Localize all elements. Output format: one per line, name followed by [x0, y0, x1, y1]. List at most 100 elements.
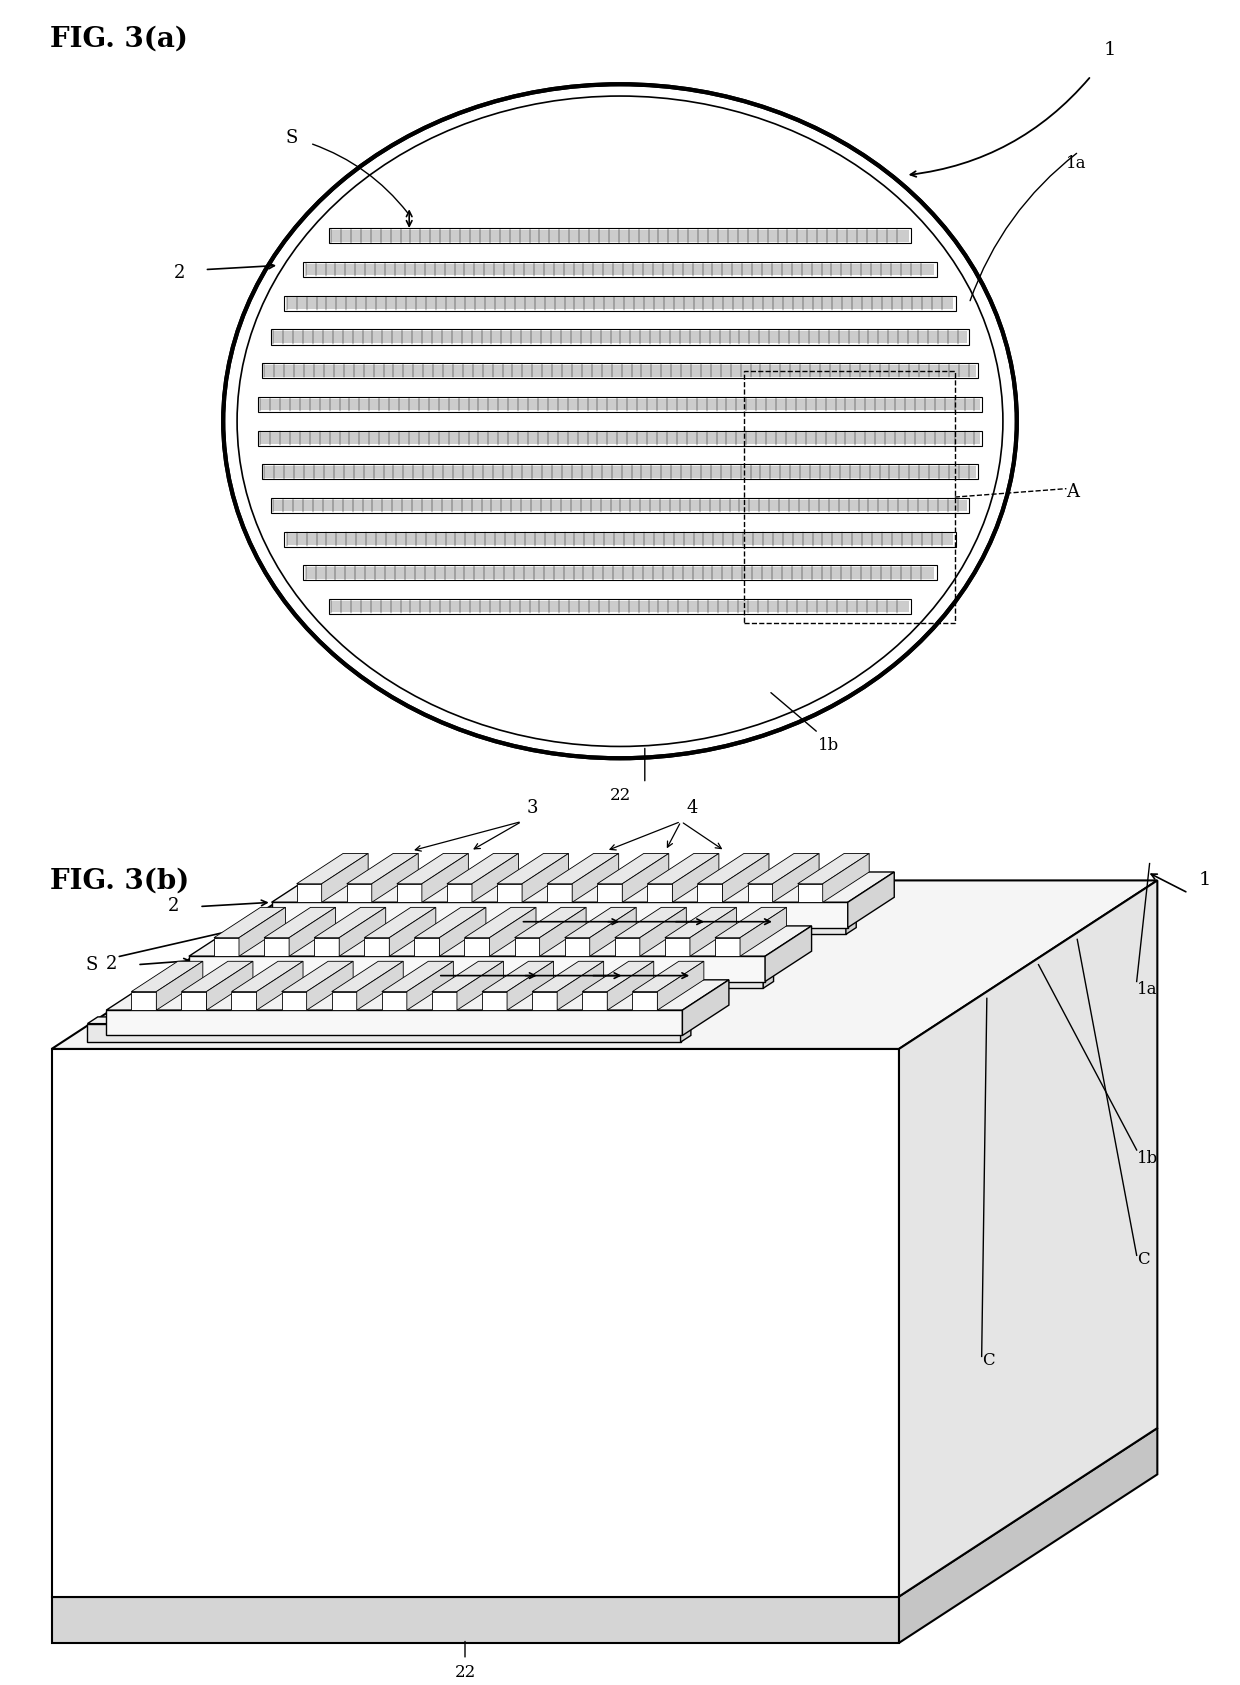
Bar	[329, 600, 911, 615]
Polygon shape	[281, 991, 306, 1011]
Bar	[306, 566, 934, 578]
Bar	[258, 431, 982, 447]
Polygon shape	[365, 907, 435, 937]
Polygon shape	[665, 907, 737, 937]
Polygon shape	[797, 853, 869, 883]
Polygon shape	[547, 853, 619, 883]
Polygon shape	[372, 853, 418, 903]
Polygon shape	[846, 910, 856, 933]
Text: 30: 30	[645, 907, 665, 922]
Polygon shape	[715, 937, 740, 957]
Bar	[264, 366, 976, 377]
Bar	[260, 399, 980, 411]
Text: 1b: 1b	[818, 736, 839, 753]
Polygon shape	[382, 991, 407, 1011]
Text: C: C	[982, 1351, 994, 1368]
Polygon shape	[232, 960, 303, 991]
Bar	[270, 499, 970, 512]
Polygon shape	[458, 960, 503, 1011]
Polygon shape	[564, 937, 590, 957]
Polygon shape	[382, 960, 454, 991]
Polygon shape	[347, 883, 372, 903]
Polygon shape	[446, 853, 518, 883]
Polygon shape	[515, 937, 539, 957]
Polygon shape	[472, 853, 518, 903]
Polygon shape	[490, 907, 536, 957]
Polygon shape	[522, 853, 569, 903]
Polygon shape	[253, 917, 846, 933]
Text: 3: 3	[527, 799, 538, 817]
Text: FIG. 3(b): FIG. 3(b)	[50, 868, 188, 895]
Bar	[258, 398, 982, 413]
Bar	[264, 465, 976, 479]
Bar	[329, 229, 911, 244]
Polygon shape	[107, 979, 729, 1011]
Polygon shape	[188, 957, 765, 981]
Polygon shape	[647, 883, 672, 903]
Polygon shape	[665, 937, 689, 957]
Polygon shape	[188, 927, 811, 957]
Polygon shape	[515, 907, 587, 937]
Bar	[270, 330, 970, 345]
Text: 22: 22	[609, 787, 631, 804]
Bar	[262, 463, 978, 479]
Polygon shape	[482, 991, 507, 1011]
Polygon shape	[532, 991, 557, 1011]
Polygon shape	[507, 960, 553, 1011]
Polygon shape	[314, 907, 386, 937]
Polygon shape	[765, 927, 811, 981]
Polygon shape	[389, 907, 435, 957]
Polygon shape	[272, 903, 848, 927]
Polygon shape	[314, 937, 340, 957]
Polygon shape	[763, 964, 774, 987]
Polygon shape	[397, 853, 469, 883]
Polygon shape	[397, 883, 422, 903]
Polygon shape	[87, 1018, 691, 1024]
Polygon shape	[497, 883, 522, 903]
Bar	[304, 263, 936, 278]
Bar	[286, 297, 954, 310]
Polygon shape	[532, 960, 604, 991]
Text: 1a: 1a	[1066, 155, 1087, 172]
Text: C: C	[1137, 1250, 1149, 1267]
Polygon shape	[215, 937, 239, 957]
Polygon shape	[583, 991, 608, 1011]
Polygon shape	[296, 853, 368, 883]
Polygon shape	[647, 853, 719, 883]
Polygon shape	[232, 991, 257, 1011]
Polygon shape	[181, 960, 253, 991]
Bar	[262, 364, 978, 379]
Polygon shape	[622, 853, 668, 903]
Polygon shape	[272, 873, 894, 903]
Bar	[273, 330, 967, 344]
Polygon shape	[365, 937, 389, 957]
Polygon shape	[682, 979, 729, 1035]
Polygon shape	[52, 1048, 899, 1597]
Polygon shape	[107, 1011, 682, 1035]
Text: 8: 8	[672, 942, 683, 959]
Polygon shape	[414, 907, 486, 937]
Polygon shape	[422, 853, 469, 903]
Polygon shape	[689, 907, 737, 957]
Polygon shape	[170, 971, 763, 987]
Polygon shape	[740, 907, 786, 957]
Bar	[260, 433, 980, 445]
Polygon shape	[52, 880, 1157, 1048]
Polygon shape	[557, 960, 604, 1011]
Polygon shape	[414, 937, 439, 957]
Polygon shape	[206, 960, 253, 1011]
Bar	[284, 297, 956, 310]
Polygon shape	[357, 960, 403, 1011]
Polygon shape	[748, 883, 773, 903]
Bar	[286, 532, 954, 546]
Ellipse shape	[223, 84, 1017, 758]
Polygon shape	[547, 883, 572, 903]
Polygon shape	[657, 960, 704, 1011]
Text: 2: 2	[169, 896, 180, 915]
Polygon shape	[697, 883, 723, 903]
Polygon shape	[715, 907, 786, 937]
Text: 4: 4	[686, 799, 698, 817]
Polygon shape	[598, 883, 622, 903]
Polygon shape	[797, 883, 822, 903]
Text: FIG. 3(a): FIG. 3(a)	[50, 25, 187, 52]
